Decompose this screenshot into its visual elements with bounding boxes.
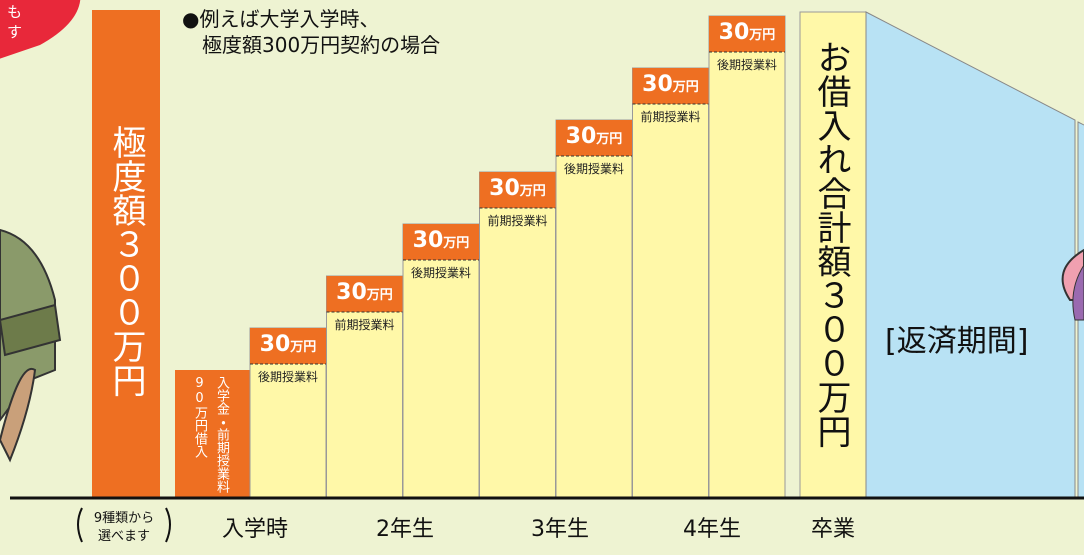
callout-line: も xyxy=(2,2,22,22)
paren-right xyxy=(166,508,170,542)
stage-label: 2年生 xyxy=(355,511,455,543)
installment-caption: 前期授業料 xyxy=(327,316,403,333)
installment-caption: 後期授業料 xyxy=(250,368,326,385)
first-loan-line: 入学金・前期授業料 xyxy=(214,376,229,493)
amount-unit: 万円 xyxy=(443,236,469,251)
amount-number: 30 xyxy=(413,228,444,253)
amount-number: 30 xyxy=(260,332,291,357)
choice-label: 9種類から 選べます xyxy=(84,510,164,546)
installment-amount: 30万円 xyxy=(403,228,479,253)
total-label: お借入れ合計額３００万円 xyxy=(813,40,849,448)
note-line: 極度額300万円契約の場合 xyxy=(182,32,440,58)
installment-amount: 30万円 xyxy=(556,124,632,149)
amount-unit: 万円 xyxy=(290,340,316,355)
amount-number: 30 xyxy=(489,176,520,201)
callout-line: す xyxy=(2,22,22,42)
choice-line: 9種類から xyxy=(84,510,164,528)
installment-amount: 30万円 xyxy=(250,332,326,357)
repayment-label: [返済期間] xyxy=(885,316,1028,360)
choice-line: 選べます xyxy=(84,528,164,546)
paren-left xyxy=(78,508,82,542)
installment-caption: 後期授業料 xyxy=(709,56,785,73)
amount-unit: 万円 xyxy=(520,184,546,199)
installment-caption: 後期授業料 xyxy=(403,264,479,281)
amount-number: 30 xyxy=(566,124,597,149)
callout-text: も す xyxy=(2,2,22,42)
limit-label: 極度額３００万円 xyxy=(108,125,144,397)
note: ●例えば大学入学時、 極度額300万円契約の場合 xyxy=(182,6,440,58)
stage-label: 4年生 xyxy=(662,511,762,543)
installment-amount: 30万円 xyxy=(480,176,556,201)
installment-caption: 後期授業料 xyxy=(556,160,632,177)
installment-amount: 30万円 xyxy=(327,280,403,305)
amount-unit: 万円 xyxy=(673,80,699,95)
first-loan-label: 入学金・前期授業料 90万円借入 xyxy=(188,376,232,496)
page: も す 極度額３００万円 ●例えば大学入学時、 極度額300万円契約の場合 入学… xyxy=(0,0,1084,555)
installment-amount: 30万円 xyxy=(709,20,785,45)
installment-column xyxy=(633,68,709,498)
amount-number: 30 xyxy=(642,72,673,97)
amount-number: 30 xyxy=(336,280,367,305)
stage-label: 卒業 xyxy=(783,511,883,543)
amount-unit: 万円 xyxy=(749,28,775,43)
stage-label: 入学時 xyxy=(205,511,305,543)
installment-caption: 前期授業料 xyxy=(480,212,556,229)
repayment-area xyxy=(866,12,1075,498)
installment-column xyxy=(709,16,785,498)
diagram-shapes xyxy=(0,0,1084,555)
amount-unit: 万円 xyxy=(596,132,622,147)
installment-amount: 30万円 xyxy=(633,72,709,97)
installment-caption: 前期授業料 xyxy=(633,108,709,125)
first-loan-line: 90万円借入 xyxy=(192,376,207,458)
stage-label: 3年生 xyxy=(510,511,610,543)
amount-number: 30 xyxy=(719,20,750,45)
amount-unit: 万円 xyxy=(367,288,393,303)
note-line: ●例えば大学入学時、 xyxy=(182,6,440,32)
